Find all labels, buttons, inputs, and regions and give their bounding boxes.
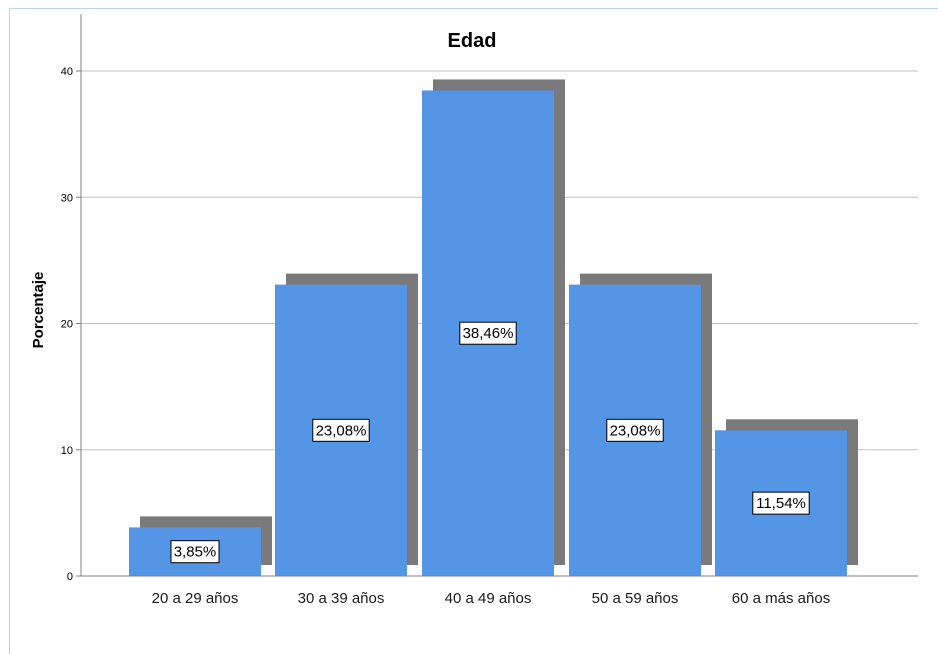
data-label: 23,08% — [610, 422, 661, 439]
data-label: 23,08% — [316, 422, 367, 439]
y-tick-label: 30 — [61, 192, 73, 204]
data-label: 3,85% — [174, 544, 217, 561]
data-label-box — [170, 540, 220, 564]
bars: 3,85% 23,08% 38,46% 23,08% 11,54% — [129, 79, 858, 576]
y-tick-label: 10 — [61, 445, 73, 457]
axes — [80, 14, 918, 577]
x-tick-label: 30 a 39 años — [298, 590, 385, 607]
x-tick-label: 20 a 29 años — [152, 590, 239, 607]
chart-title: Edad — [448, 30, 497, 52]
y-axis-title: Porcentaje — [30, 272, 47, 349]
data-label-box — [312, 418, 370, 442]
y-tick-label: 0 — [67, 571, 73, 583]
data-label-box — [752, 491, 810, 515]
data-label-box — [459, 321, 517, 345]
x-tick-label: 40 a 49 años — [445, 590, 532, 607]
data-label: 11,54% — [756, 495, 806, 512]
x-tick-label: 50 a 59 años — [592, 590, 679, 607]
y-axis-ticks: 0 10 20 30 40 — [61, 66, 73, 583]
y-tick-label: 20 — [61, 319, 73, 331]
y-tick-label: 40 — [61, 66, 73, 78]
data-label: 38,46% — [463, 325, 514, 342]
data-label-box — [606, 418, 664, 442]
x-tick-label: 60 a más años — [732, 590, 830, 607]
x-axis-ticks: 20 a 29 años 30 a 39 años 40 a 49 años 50 a… — [152, 590, 831, 607]
